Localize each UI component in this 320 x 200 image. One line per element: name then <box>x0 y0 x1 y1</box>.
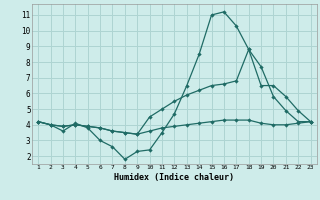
X-axis label: Humidex (Indice chaleur): Humidex (Indice chaleur) <box>115 173 234 182</box>
